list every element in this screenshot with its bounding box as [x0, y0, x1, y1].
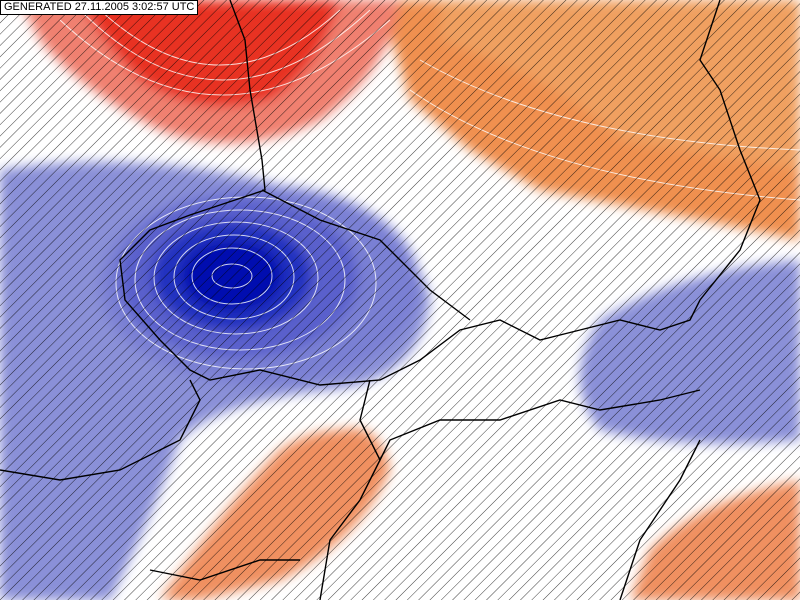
borders	[0, 0, 761, 600]
generated-stamp: GENERATED 27.11.2005 3:02:57 UTC	[0, 0, 199, 15]
